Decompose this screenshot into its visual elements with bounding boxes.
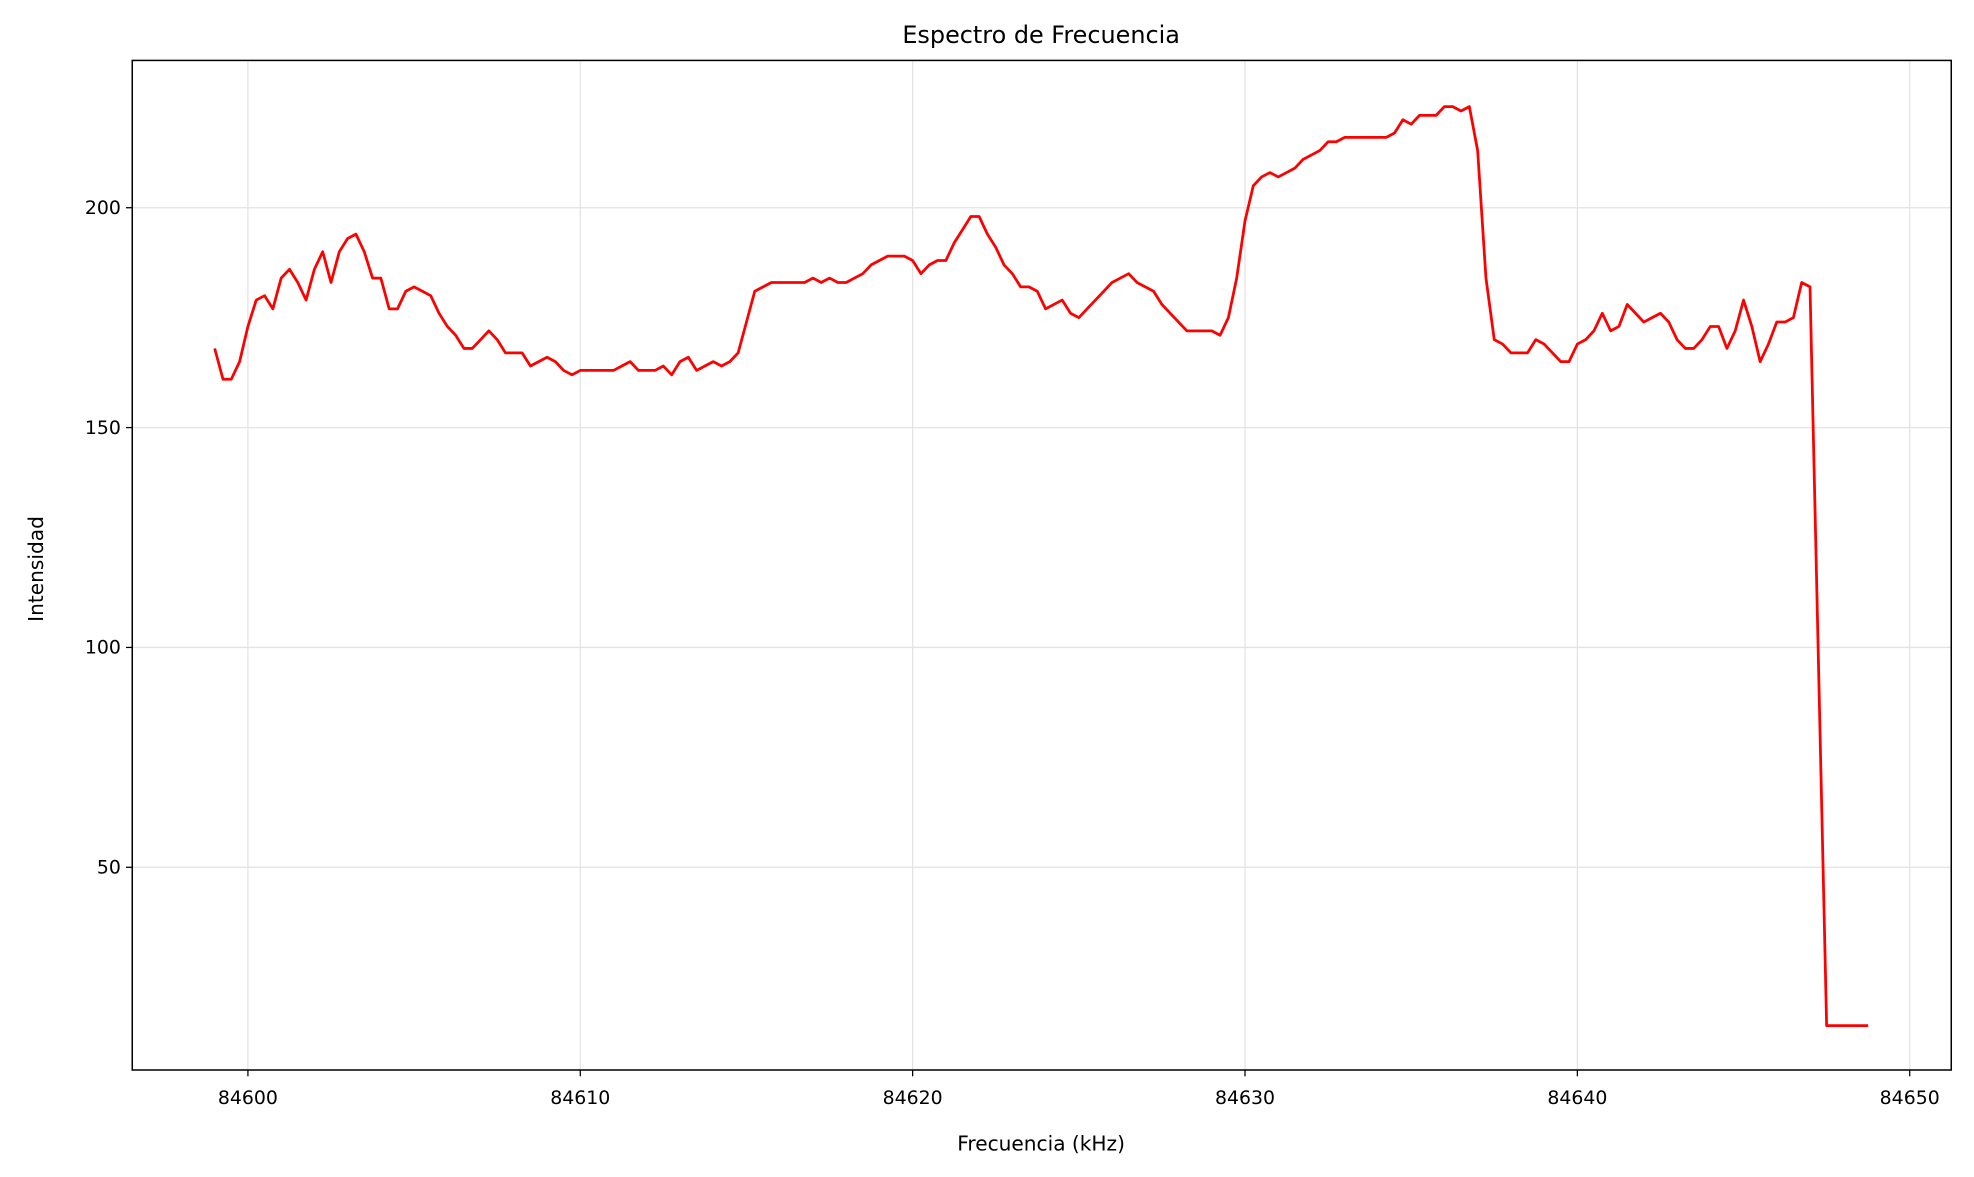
y-tick-label: 50: [97, 857, 121, 879]
x-tick-label: 84610: [550, 1087, 610, 1109]
x-tick-label: 84620: [883, 1087, 943, 1109]
x-tick-label: 84600: [218, 1087, 278, 1109]
x-axis-label: Frecuencia (kHz): [957, 1132, 1125, 1156]
x-tick-label: 84650: [1880, 1087, 1940, 1109]
x-tick-label: 84630: [1215, 1087, 1275, 1109]
x-tick-label: 84640: [1547, 1087, 1607, 1109]
y-tick-label: 200: [85, 197, 121, 219]
plot-frame: [131, 59, 1953, 1071]
chart-title: Espectro de Frecuencia: [902, 21, 1180, 49]
data-line: [213, 105, 1869, 1027]
y-tick-label: 100: [85, 637, 121, 659]
y-axis-label: Intensidad: [24, 516, 48, 622]
y-tick-label: 150: [85, 417, 121, 439]
